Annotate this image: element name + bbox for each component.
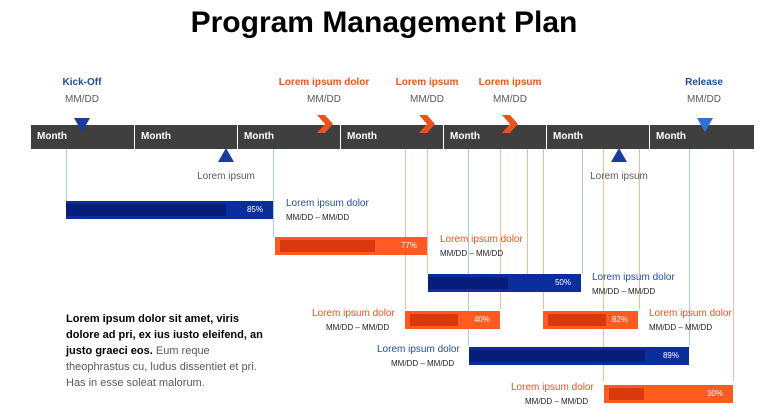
task-name: Lorem ipsum dolor (440, 234, 523, 245)
month-divider (649, 125, 650, 149)
progress-fill (280, 240, 375, 252)
progress-fill (410, 314, 458, 326)
guide-line (527, 149, 528, 274)
month-divider (546, 125, 547, 149)
task-percent: 30% (706, 389, 723, 398)
month-label: Month (347, 131, 377, 142)
guide-line (733, 149, 734, 381)
month-label: Month (37, 131, 67, 142)
kickoff-triangle-down-icon (74, 118, 90, 132)
progress-fill (548, 314, 606, 326)
month-label: Month (656, 131, 686, 142)
task-bar[interactable]: 82% (543, 311, 638, 329)
description-text: Lorem ipsum dolor sit amet, viris dolore… (66, 311, 271, 391)
page-title: Program Management Plan (190, 6, 578, 39)
month-divider (443, 125, 444, 149)
release-triangle-down-icon (697, 118, 713, 132)
milestone-release-date: MM/DD (687, 94, 721, 105)
guide-line (66, 149, 67, 201)
triangle-up-icon (218, 148, 234, 162)
bottom-milestone-label: Lorem ipsum (197, 171, 255, 182)
description-regular: Eum reque theophrastus cu, ludus dissent… (66, 345, 257, 389)
task-name: Lorem ipsum dolor (511, 382, 594, 393)
task-percent: 40% (473, 315, 490, 324)
task-name: Lorem ipsum dolor (592, 272, 675, 283)
milestone-kickoff-date: MM/DD (65, 94, 99, 105)
guide-line (405, 149, 406, 309)
task-bar[interactable]: 40% (405, 311, 500, 329)
milestone-3-date: MM/DD (410, 94, 444, 105)
task-percent: 82% (611, 315, 628, 324)
guide-line (427, 149, 428, 274)
task-name: Lorem ipsum dolor (377, 344, 460, 355)
task-dates: MM/DD – MM/DD (391, 359, 455, 368)
task-dates: MM/DD – MM/DD (592, 287, 656, 296)
guide-line (500, 149, 501, 309)
progress-fill (428, 277, 508, 289)
milestone-release-label: Release (685, 77, 723, 88)
guide-line (603, 149, 604, 381)
progress-fill (66, 204, 226, 216)
milestone-2-date: MM/DD (307, 94, 341, 105)
task-bar[interactable]: 50% (428, 274, 581, 292)
milestone-2-label: Lorem ipsum dolor (278, 77, 370, 88)
milestone-3-label: Lorem ipsum (395, 77, 459, 88)
guide-line (273, 149, 274, 237)
month-divider (134, 125, 135, 149)
milestone-4-label: Lorem ipsum (478, 77, 542, 88)
month-label: Month (141, 131, 171, 142)
task-bar[interactable]: 85% (66, 201, 273, 219)
guide-line (468, 149, 469, 345)
guide-line (582, 149, 583, 274)
guide-line (543, 149, 544, 309)
guide-line (689, 149, 690, 345)
task-dates: MM/DD – MM/DD (525, 397, 589, 406)
task-dates: MM/DD – MM/DD (649, 323, 713, 332)
task-name: Lorem ipsum dolor (649, 308, 732, 319)
task-percent: 77% (400, 241, 417, 250)
task-dates: MM/DD – MM/DD (326, 323, 390, 332)
timeline-bar (31, 125, 754, 149)
description-bold: Lorem ipsum dolor sit amet, viris dolore… (66, 313, 263, 357)
task-percent: 89% (662, 351, 679, 360)
task-name: Lorem ipsum dolor (286, 198, 369, 209)
task-dates: MM/DD – MM/DD (440, 249, 504, 258)
milestone-kickoff-label: Kick-Off (62, 77, 102, 88)
month-label: Month (553, 131, 583, 142)
task-dates: MM/DD – MM/DD (286, 213, 350, 222)
chevron-right-icon (419, 115, 435, 133)
task-percent: 85% (246, 205, 263, 214)
task-bar[interactable]: 30% (604, 385, 733, 403)
task-bar[interactable]: 89% (469, 347, 689, 365)
task-bar[interactable]: 77% (275, 237, 427, 255)
task-name: Lorem ipsum dolor (312, 308, 395, 319)
progress-fill (609, 388, 644, 400)
month-label: Month (244, 131, 274, 142)
chevron-right-icon (502, 115, 518, 133)
month-label: Month (450, 131, 480, 142)
task-percent: 50% (554, 278, 571, 287)
month-divider (237, 125, 238, 149)
guide-line (639, 149, 640, 309)
milestone-4-date: MM/DD (493, 94, 527, 105)
chevron-right-icon (317, 115, 333, 133)
progress-fill (469, 350, 645, 362)
triangle-up-icon (611, 148, 627, 162)
month-divider (340, 125, 341, 149)
bottom-milestone-label: Lorem ipsum (590, 171, 648, 182)
